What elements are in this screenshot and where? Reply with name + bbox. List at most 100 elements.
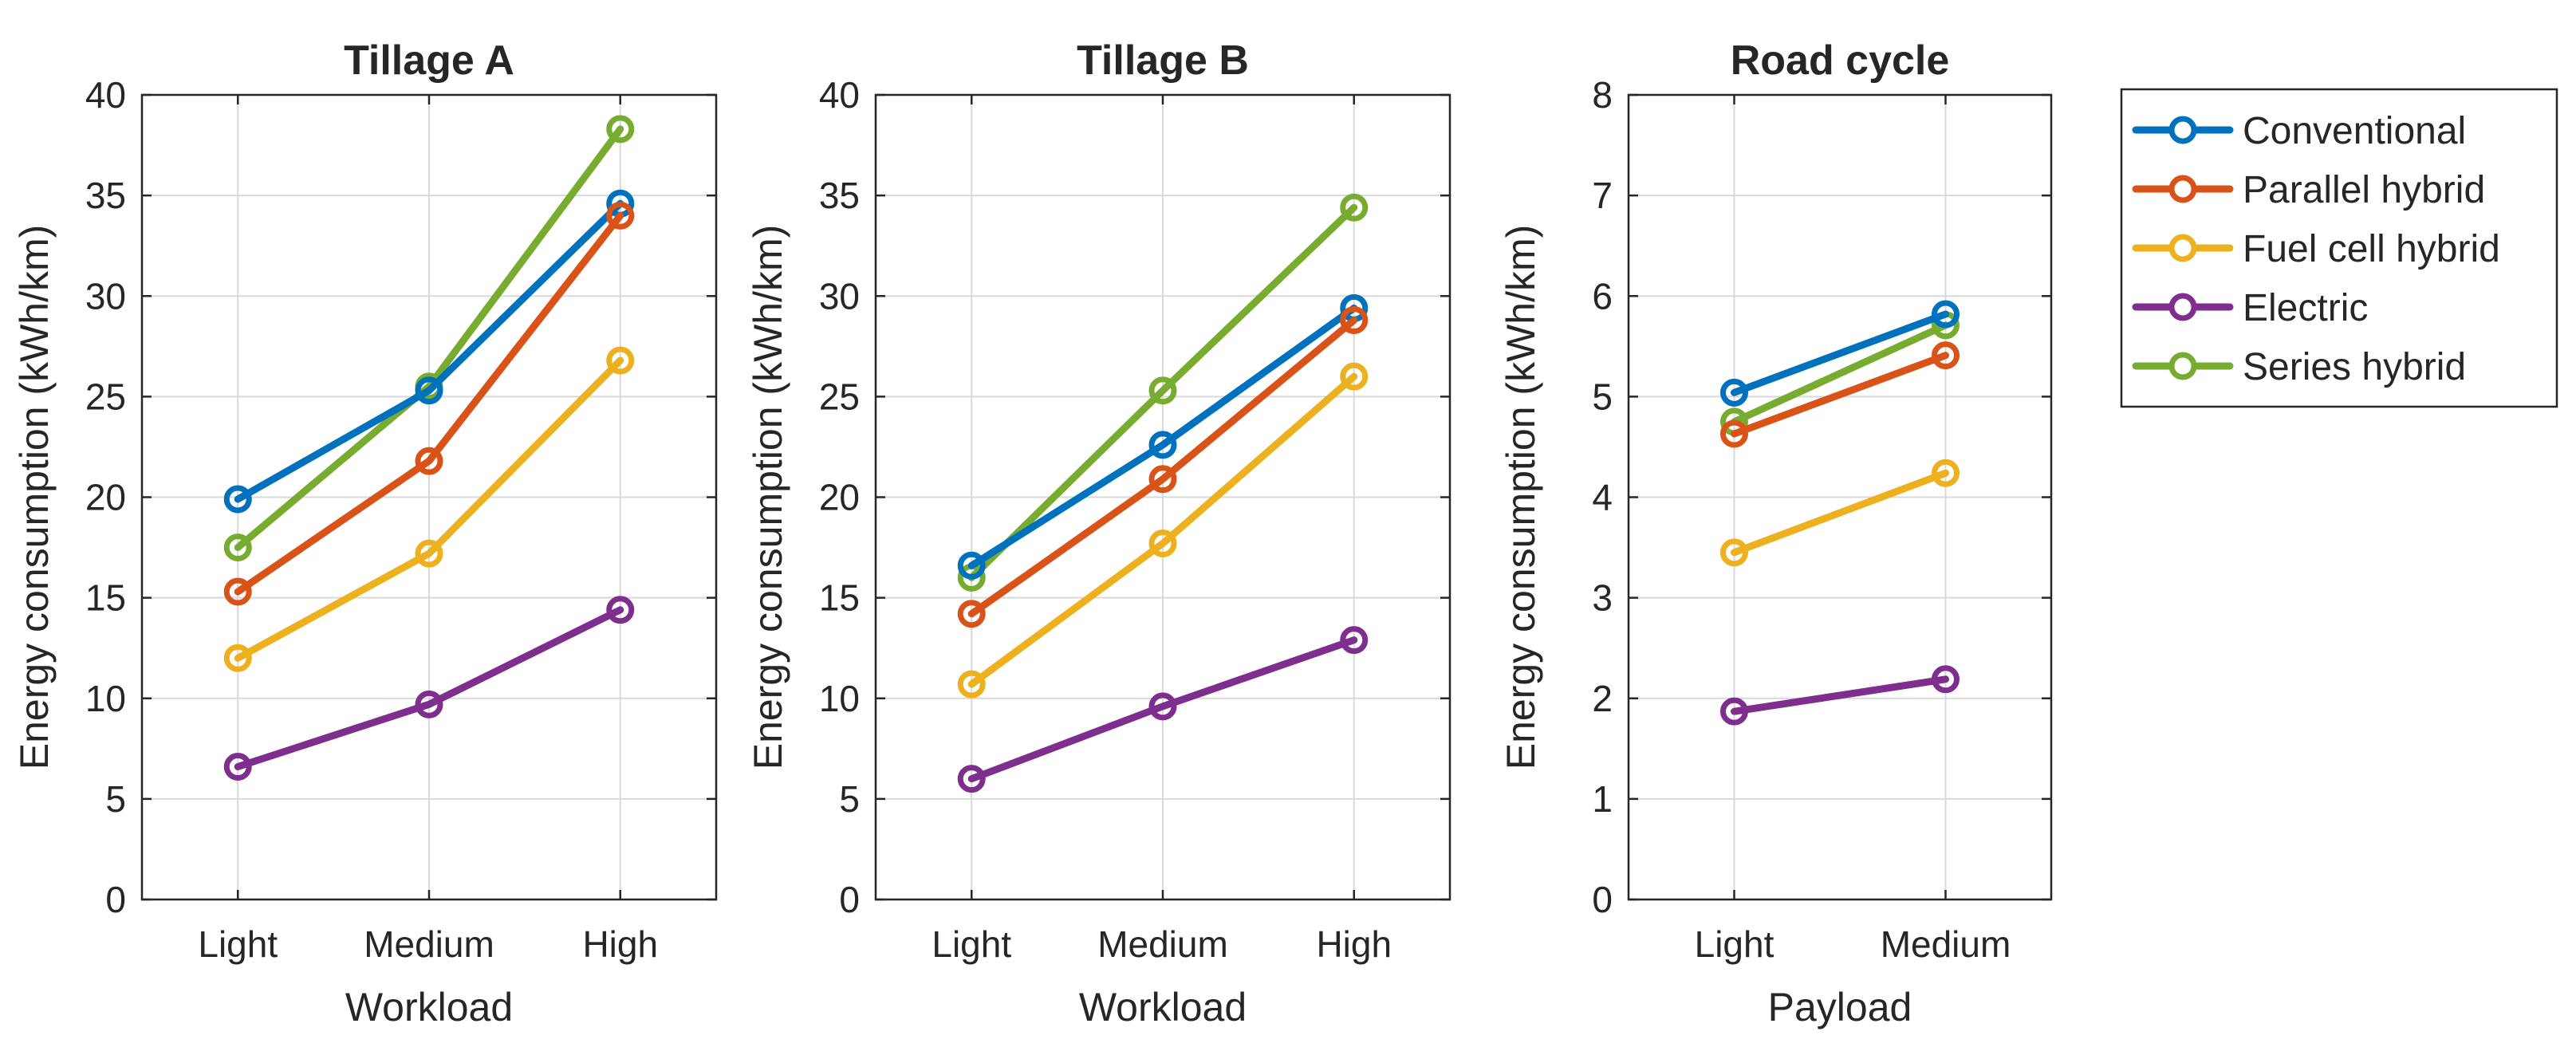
panel-road-cycle: 0 1 2 3 4 5 6 7 8 Light Medium Road cycle Payload Ene… bbox=[1499, 37, 2053, 1029]
series-parallel-hybrid bbox=[1720, 341, 1960, 448]
series-conventional bbox=[1720, 300, 1960, 407]
y-tick-label: 20 bbox=[819, 477, 860, 518]
panel-tillage-b: 0 5 10 15 20 25 30 35 40 Light Medium High Tillage B… bbox=[746, 37, 1451, 1029]
data-point-conventional bbox=[957, 551, 986, 580]
y-tick-label: 30 bbox=[85, 275, 126, 317]
series-fuel-cell-hybrid bbox=[957, 362, 1369, 699]
y-tick-label: 4 bbox=[1592, 477, 1613, 518]
data-point-parallel-hybrid bbox=[1148, 465, 1177, 494]
data-point-fuel-cell-hybrid bbox=[415, 539, 443, 568]
x-tick-label: High bbox=[1316, 923, 1392, 965]
series-conventional bbox=[957, 293, 1369, 580]
data-point-electric bbox=[1932, 665, 1960, 694]
series-line-parallel-hybrid bbox=[234, 211, 624, 596]
legend-marker bbox=[2168, 234, 2197, 262]
y-tick-label: 15 bbox=[819, 577, 860, 619]
data-point-parallel-hybrid bbox=[415, 447, 443, 475]
y-tick-label: 35 bbox=[85, 175, 126, 216]
data-point-electric bbox=[415, 690, 443, 718]
data-point-electric bbox=[1340, 626, 1369, 655]
series-line-series-hybrid bbox=[967, 203, 1358, 581]
legend-label: Parallel hybrid bbox=[2243, 169, 2485, 211]
series-line-parallel-hybrid bbox=[1731, 352, 1949, 438]
y-tick-label: 6 bbox=[1592, 275, 1613, 317]
data-point-conventional bbox=[1932, 300, 1960, 329]
legend-label: Series hybrid bbox=[2243, 346, 2466, 388]
x-axis-label: Workload bbox=[1079, 985, 1247, 1029]
data-point-electric bbox=[223, 753, 252, 781]
x-tick-label: High bbox=[582, 923, 658, 965]
x-axis-label: Workload bbox=[345, 985, 513, 1029]
data-point-fuel-cell-hybrid bbox=[1932, 459, 1960, 487]
x-tick-label: Light bbox=[198, 923, 278, 965]
y-tick-label: 10 bbox=[85, 678, 126, 719]
data-point-parallel-hybrid bbox=[1340, 306, 1369, 335]
legend-label: Fuel cell hybrid bbox=[2243, 228, 2500, 270]
y-tick-label: 20 bbox=[85, 477, 126, 518]
y-tick-label: 0 bbox=[105, 879, 126, 920]
y-tick-label: 5 bbox=[105, 778, 126, 820]
series-line-fuel-cell-hybrid bbox=[234, 356, 624, 662]
chart-title: Tillage A bbox=[344, 37, 514, 84]
x-tick-label: Light bbox=[932, 923, 1011, 965]
legend: Conventional Parallel hybrid Fuel cell hyb… bbox=[2120, 88, 2558, 408]
y-tick-label: 30 bbox=[819, 275, 860, 317]
data-point-series-hybrid bbox=[223, 533, 252, 562]
legend-marker bbox=[2168, 293, 2197, 321]
x-tick-label: Medium bbox=[1097, 923, 1228, 965]
y-axis-label: Energy consumption (kWh/km) bbox=[12, 225, 57, 770]
series-series-hybrid bbox=[957, 193, 1369, 592]
series-line-electric bbox=[1731, 675, 1949, 715]
y-tick-label: 35 bbox=[819, 175, 860, 216]
series-electric bbox=[957, 626, 1369, 793]
data-point-series-hybrid bbox=[606, 115, 635, 144]
data-point-electric bbox=[1148, 692, 1177, 721]
data-point-fuel-cell-hybrid bbox=[1148, 529, 1177, 558]
legend-marker bbox=[2168, 352, 2197, 380]
legend-entry-conventional: Conventional bbox=[2132, 110, 2466, 152]
legend-entry-series-hybrid: Series hybrid bbox=[2132, 346, 2466, 388]
chart-title: Road cycle bbox=[1731, 37, 1950, 84]
series-parallel-hybrid bbox=[223, 201, 635, 606]
y-tick-label: 8 bbox=[1592, 74, 1613, 116]
data-point-conventional bbox=[1720, 378, 1748, 407]
series-line-series-hybrid bbox=[1731, 321, 1949, 426]
panel-tillage-a: 0 5 10 15 20 25 30 35 40 Light Medium High Tillage A… bbox=[12, 37, 718, 1029]
series-electric bbox=[223, 596, 635, 781]
y-tick-label: 25 bbox=[819, 376, 860, 417]
series-electric bbox=[1720, 665, 1960, 726]
data-point-series-hybrid bbox=[1340, 193, 1369, 222]
x-tick-label: Medium bbox=[364, 923, 494, 965]
data-point-parallel-hybrid bbox=[1932, 341, 1960, 370]
y-tick-label: 2 bbox=[1592, 678, 1613, 719]
series-fuel-cell-hybrid bbox=[223, 346, 635, 672]
legend-entry-fuel-cell-hybrid: Fuel cell hybrid bbox=[2132, 228, 2500, 270]
series-line-conventional bbox=[967, 304, 1358, 569]
data-point-fuel-cell-hybrid bbox=[1720, 538, 1748, 567]
series-line-fuel-cell-hybrid bbox=[967, 372, 1358, 688]
legend-label: Electric bbox=[2243, 287, 2368, 329]
data-point-fuel-cell-hybrid bbox=[1340, 362, 1369, 391]
data-point-parallel-hybrid bbox=[957, 600, 986, 628]
x-tick-label: Medium bbox=[1881, 923, 2011, 965]
data-point-conventional bbox=[223, 485, 252, 514]
data-point-series-hybrid bbox=[1148, 376, 1177, 405]
y-tick-label: 0 bbox=[1592, 879, 1613, 920]
data-point-fuel-cell-hybrid bbox=[606, 346, 635, 375]
x-axis-label: Payload bbox=[1768, 985, 1912, 1029]
y-tick-label: 0 bbox=[839, 879, 860, 920]
series-line-fuel-cell-hybrid bbox=[1731, 469, 1949, 557]
y-tick-label: 25 bbox=[85, 376, 126, 417]
data-point-conventional bbox=[415, 376, 443, 405]
x-tick-label: Light bbox=[1695, 923, 1774, 965]
y-tick-label: 7 bbox=[1592, 175, 1613, 216]
data-point-conventional bbox=[1148, 431, 1177, 459]
data-point-electric bbox=[1720, 697, 1748, 726]
y-tick-label: 1 bbox=[1592, 778, 1613, 820]
data-point-parallel-hybrid bbox=[1720, 419, 1748, 448]
y-tick-label: 5 bbox=[1592, 376, 1613, 417]
y-tick-label: 40 bbox=[85, 74, 126, 116]
series-line-conventional bbox=[234, 199, 624, 503]
y-tick-label: 5 bbox=[839, 778, 860, 820]
